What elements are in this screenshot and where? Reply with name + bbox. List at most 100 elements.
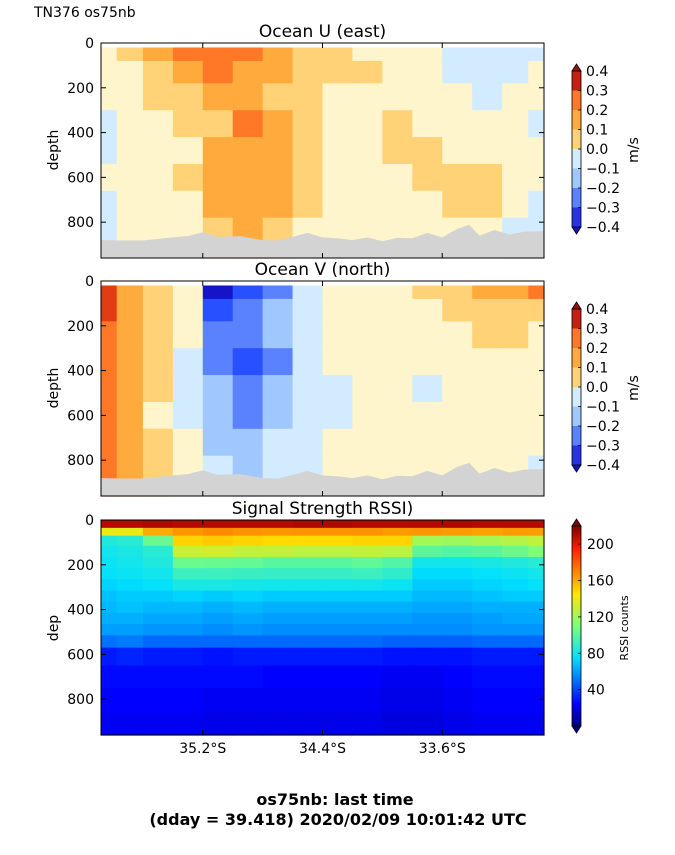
heatmap-cell	[292, 520, 324, 529]
heatmap-cell	[101, 47, 118, 62]
heatmap-cell	[412, 285, 443, 300]
heatmap-cell	[142, 163, 174, 192]
colorbar-tick-label: −0.2	[586, 419, 620, 435]
heatmap-cell	[116, 83, 144, 111]
heatmap-cell	[412, 579, 443, 592]
heatmap-cell	[322, 298, 354, 322]
heatmap-cell	[262, 535, 294, 547]
heatmap-cell	[232, 321, 264, 349]
heatmap-cell	[232, 579, 264, 592]
heatmap-cell	[472, 579, 503, 592]
heatmap-cell	[442, 110, 473, 138]
colorbar-tick-label: −0.2	[586, 181, 620, 197]
heatmap-cell	[232, 83, 264, 111]
heatmap-cell	[412, 601, 443, 614]
colorbar-segment	[572, 348, 581, 368]
heatmap-cell	[472, 635, 503, 649]
heatmap-cell	[292, 137, 324, 165]
heatmap-cell	[292, 635, 324, 649]
seafloor-mask	[101, 224, 544, 258]
heatmap-cell	[352, 163, 383, 192]
heatmap-cell	[101, 635, 118, 649]
heatmap-cell	[262, 47, 294, 62]
heatmap-cell	[322, 579, 354, 592]
heatmap-cell	[292, 321, 324, 349]
heatmap-cell	[262, 635, 294, 649]
heatmap-cell	[101, 545, 118, 558]
heatmap-cell	[292, 612, 324, 625]
heatmap-cell	[232, 285, 264, 300]
heatmap-cell	[262, 624, 294, 636]
heatmap-cell	[352, 428, 383, 457]
heatmap-cell	[232, 545, 264, 558]
heatmap-cell	[412, 428, 443, 457]
heatmap-cell	[352, 687, 383, 714]
heatmap-cell	[322, 712, 354, 736]
heatmap-cell	[262, 190, 294, 219]
heatmap-cell	[202, 375, 234, 403]
heatmap-cell	[528, 83, 545, 111]
y-tick-label: 600	[67, 170, 94, 186]
heatmap-cell	[472, 298, 503, 322]
heatmap-cell	[322, 624, 354, 636]
y-tick-label: 600	[67, 408, 94, 424]
heatmap-cell	[101, 285, 118, 300]
colorbar-tick-label: 0.2	[586, 341, 608, 357]
heatmap-cell	[412, 556, 443, 569]
heatmap-cell	[101, 60, 118, 84]
heatmap-cell	[101, 612, 118, 625]
heatmap-cell	[101, 520, 118, 529]
heatmap-cell	[352, 47, 383, 62]
heatmap-cell	[442, 60, 473, 84]
heatmap-cell	[322, 375, 354, 403]
heatmap-cell	[412, 110, 443, 138]
y-tick-label: 800	[67, 215, 94, 231]
heatmap-cell	[116, 428, 144, 457]
heatmap-cell	[232, 520, 264, 529]
heatmap-cell	[202, 635, 234, 649]
heatmap-cell	[502, 535, 529, 547]
heatmap-cell	[202, 601, 234, 614]
heatmap-cell	[412, 190, 443, 219]
heatmap-cell	[292, 647, 324, 667]
heatmap-cell	[292, 665, 324, 689]
heatmap-cell	[262, 110, 294, 138]
heatmap-cell	[412, 535, 443, 547]
heatmap-cell	[322, 163, 354, 192]
heatmap-cell	[502, 83, 529, 111]
heatmap-cell	[472, 348, 503, 376]
heatmap-cell	[101, 321, 118, 349]
heatmap-cell	[412, 47, 443, 62]
heatmap-cell	[116, 665, 144, 689]
colorbar-tick-label: 0.1	[586, 361, 608, 377]
heatmap-cell	[172, 612, 204, 625]
colorbar-arrow-top	[571, 63, 582, 72]
heatmap-cell	[262, 612, 294, 625]
x-tick-label: 34.4°S	[299, 741, 346, 757]
heatmap-cell	[116, 647, 144, 667]
colorbar-segment	[572, 309, 581, 329]
heatmap-cell	[116, 163, 144, 192]
heatmap-cell	[116, 712, 144, 736]
heatmap-cell	[412, 298, 443, 322]
heatmap-cell	[202, 348, 234, 376]
heatmap-cell	[352, 527, 383, 537]
heatmap-cell	[442, 285, 473, 300]
heatmap-cell	[322, 110, 354, 138]
heatmap-cell	[116, 321, 144, 349]
heatmap-cell	[262, 520, 294, 529]
heatmap-cell	[502, 601, 529, 614]
y-tick-label: 200	[67, 558, 94, 574]
heatmap-cell	[232, 647, 264, 667]
heatmap-cell	[116, 137, 144, 165]
heatmap-cell	[528, 137, 545, 165]
x-axis-ticks	[202, 281, 443, 496]
heatmap-cell	[528, 163, 545, 192]
heatmap-cell	[202, 535, 234, 547]
y-axis: dep 0 200 400 600 800	[46, 513, 544, 708]
heatmap-cell	[352, 110, 383, 138]
heatmap-cell	[172, 83, 204, 111]
heatmap-cell	[262, 83, 294, 111]
heatmap-cell	[232, 665, 264, 689]
y-axis: depth 0 200 400 600 800	[46, 274, 544, 469]
